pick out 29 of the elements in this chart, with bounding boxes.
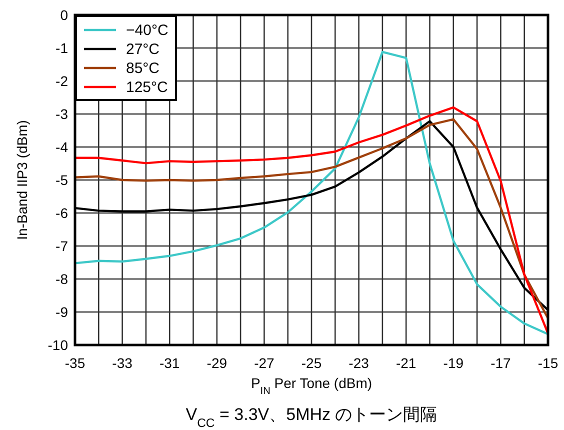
y-tick-label: 0 [60,7,68,23]
x-tick-label: -19 [443,355,464,371]
x-tick-label: -21 [396,355,416,371]
y-tick-label: -6 [56,205,68,221]
legend-label: 85°C [126,60,160,77]
text: V$_{CC}$ = 3.3V、5MHz のトーン間隔 [186,405,438,430]
y-tick-label: -5 [56,172,68,188]
x-tick-label: -15 [538,355,558,371]
x-axis-title: P$_{IN}$ Per Tone (dBm) [250,375,372,396]
y-tick-label: -8 [56,271,68,287]
x-tick-label: -35 [64,355,86,371]
x-tick-label: -23 [348,355,370,371]
y-tick-label: -4 [56,139,68,155]
legend-label: 125°C [126,79,168,96]
y-axis-title: In-Band IIP3 (dBm) [14,120,30,240]
y-tick-label: -1 [56,40,68,56]
x-tick-label: -29 [206,355,228,371]
y-tick-label: -3 [56,106,68,122]
legend-label: 27°C [126,41,160,58]
x-tick-label: -33 [112,355,133,371]
x-tick-label: -31 [159,355,180,371]
legend-label: −40°C [126,22,168,39]
y-tick-label: -9 [56,304,68,320]
x-tick-label: -27 [254,355,275,371]
y-tick-label: -2 [56,73,68,89]
x-tick-label: -17 [490,355,512,371]
x-tick-label: -25 [301,355,322,371]
y-tick-label: -7 [56,238,68,254]
y-tick-label: -10 [48,337,68,353]
